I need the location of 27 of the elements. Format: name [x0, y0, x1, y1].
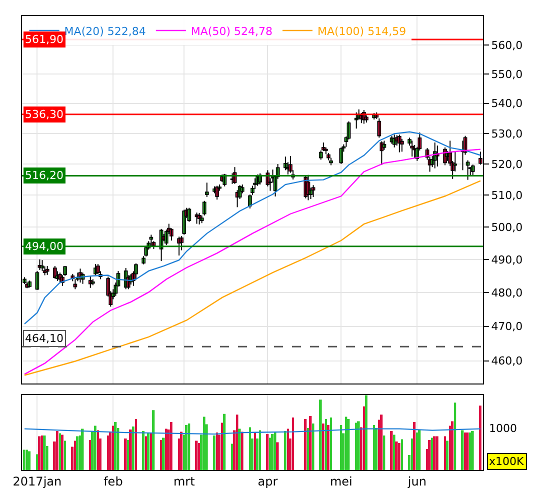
legend-label: MA(50) 524,78 [190, 24, 272, 38]
x-tick-label: apr [258, 474, 278, 488]
x-tick-label: mrt [173, 474, 196, 488]
y-tick-label: 510,0 [491, 189, 523, 202]
y-tick-label: 470,0 [491, 320, 523, 334]
ref-line-label: 464,10 [25, 332, 64, 345]
text: x100K [489, 455, 525, 468]
y-tick-label: 540,0 [491, 97, 523, 110]
x-tick-label: 2017jan [12, 474, 62, 488]
text: 1000 [489, 422, 517, 435]
x-tick-label: jun [406, 474, 426, 488]
legend-label: MA(20) 522,84 [64, 24, 146, 38]
y-tick-label: 520,0 [491, 158, 523, 171]
ref-line-label: 536,30 [25, 108, 64, 121]
ref-line-label: 561,90 [25, 33, 64, 46]
y-tick-label: 480,0 [491, 286, 523, 300]
x-tick-label: mei [330, 474, 352, 488]
x-tick-label: feb [104, 474, 123, 488]
y-tick-label: 530,0 [491, 127, 523, 140]
ref-line-label: 494,00 [25, 240, 64, 253]
ref-line-label: 516,20 [25, 169, 64, 182]
legend-label: MA(100) 514,59 [317, 24, 406, 38]
y-tick-label: 560,0 [491, 38, 523, 52]
y-tick-label: 490,0 [491, 253, 523, 266]
y-tick-label: 550,0 [491, 68, 523, 81]
y-tick-label: 460,0 [491, 354, 523, 368]
y-tick-label: 500,0 [491, 220, 523, 234]
